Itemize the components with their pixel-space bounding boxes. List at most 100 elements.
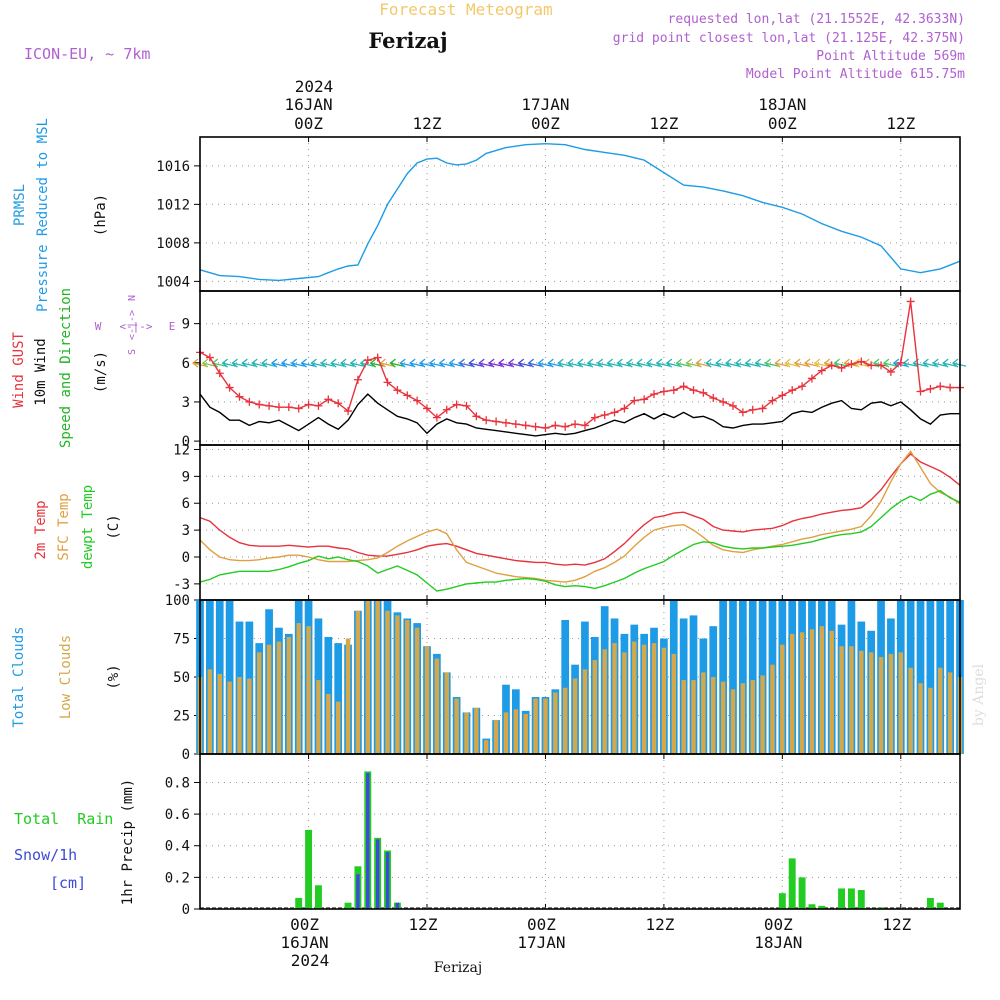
- arrow-shaft: [607, 362, 621, 367]
- cloud-unit: (%): [106, 664, 122, 689]
- pressure-labels: PRMSL Pressure Reduced to MSL (hPa): [12, 118, 109, 312]
- wind-labels: Wind GUST 10m Wind Speed and Direction (…: [11, 288, 175, 448]
- total-cloud-bar: [748, 600, 757, 754]
- wind-direction-arrow: [626, 358, 641, 368]
- cloud-labels: Total Clouds Low Clouds (%): [11, 626, 122, 727]
- gust-marker: [936, 382, 945, 391]
- total-cloud-bar: [225, 600, 234, 754]
- wind-direction-arrow: [290, 358, 305, 368]
- snow-bar: [385, 852, 390, 909]
- arrow-shaft: [400, 362, 414, 367]
- wind-direction-arrow: [655, 358, 671, 368]
- wind-direction-arrow: [675, 358, 690, 368]
- compass-we-arrow: <-|->: [119, 320, 152, 333]
- low-cloud-bar: [612, 643, 617, 754]
- arrow-head: [675, 358, 683, 368]
- gust-marker: [758, 404, 767, 413]
- wind-direction-arrow: [340, 358, 355, 368]
- temperature-frame: [199, 444, 961, 601]
- low-cloud-bar: [918, 683, 923, 754]
- arrow-head: [330, 358, 337, 368]
- gust-marker: [462, 401, 471, 410]
- series-line-10m-wind: [199, 393, 960, 437]
- gust-marker: [314, 401, 323, 410]
- wind-direction-arrow: [221, 358, 236, 368]
- rain-bar: [295, 897, 303, 909]
- wind-direction-arrow: [942, 358, 957, 368]
- wind-direction-arrow: [280, 358, 295, 368]
- gust-marker: [719, 397, 728, 406]
- arrow-shaft: [271, 362, 286, 367]
- low-cloud-bar: [523, 713, 528, 754]
- y-tick-label: 1004: [156, 274, 190, 290]
- arrow-shaft: [538, 362, 552, 367]
- low-cloud-bar: [789, 633, 795, 754]
- arrow-head: [695, 358, 702, 368]
- gust-marker: [235, 392, 244, 401]
- snow-unit: [cm]: [50, 874, 86, 892]
- wind-direction-arrow: [261, 358, 276, 368]
- gust-marker: [768, 396, 777, 405]
- wind-direction-arrow: [616, 358, 631, 368]
- wind-direction-arrow: [527, 358, 542, 368]
- gust-marker: [817, 366, 826, 375]
- gust-marker: [650, 390, 659, 399]
- arrow-shaft: [637, 362, 651, 367]
- gust-marker: [699, 388, 708, 397]
- arrow-shaft: [577, 362, 592, 367]
- arrow-head: [497, 358, 505, 368]
- arrow-shaft: [745, 362, 759, 367]
- snow-bar: [375, 839, 380, 909]
- low-cloud-bar: [326, 693, 331, 754]
- y-tick-label: 50: [173, 670, 190, 686]
- wind-direction-arrow: [488, 358, 503, 368]
- low-cloud-bar: [533, 698, 538, 754]
- low-cloud-bar: [375, 600, 380, 754]
- arrow-shaft: [301, 362, 315, 367]
- arrow-shaft: [222, 362, 236, 367]
- arrow-head: [724, 358, 732, 368]
- arrow-shaft: [488, 362, 503, 367]
- wind-direction-arrow: [389, 358, 404, 368]
- wind-direction-arrow: [606, 358, 621, 368]
- arrow-shaft: [390, 362, 404, 367]
- total-clouds-label: Total Clouds: [11, 626, 27, 727]
- arrow-shaft: [311, 362, 325, 367]
- low-cloud-bar: [651, 643, 657, 754]
- wind-direction-arrow: [695, 358, 710, 368]
- low-cloud-bar: [543, 698, 548, 754]
- low-cloud-bar: [750, 680, 755, 754]
- arrow-head: [458, 358, 465, 368]
- arrow-head: [448, 358, 456, 368]
- low-cloud-bar: [385, 610, 390, 754]
- arrow-shaft: [735, 362, 750, 367]
- gust-marker: [946, 383, 955, 392]
- arrow-head: [655, 358, 663, 368]
- arrow-head: [557, 358, 564, 368]
- wind-direction-arrow: [922, 358, 937, 368]
- total-cloud-bar: [561, 620, 570, 754]
- wind-direction-arrow: [497, 358, 513, 368]
- snow-bar: [356, 874, 360, 909]
- point-altitude: Point Altitude 569m: [816, 49, 965, 64]
- wind-dir-label: Speed and Direction: [58, 288, 74, 448]
- gust-marker: [590, 413, 599, 422]
- low-cloud-bar: [947, 672, 953, 754]
- y-tick-label: 75: [173, 632, 190, 648]
- temp-2m-label: 2m Temp: [33, 500, 49, 559]
- wind-frame: [199, 290, 961, 446]
- bottom-time-label: 00Z: [290, 915, 319, 934]
- arrow-head: [280, 358, 288, 368]
- top-date-label: 17JAN: [521, 95, 569, 114]
- gust-marker: [580, 421, 589, 430]
- low-cloud-bar: [464, 712, 469, 754]
- pressure-panel: 1004 1008 1012 1016: [156, 137, 961, 291]
- arrow-shaft: [942, 362, 957, 367]
- low-cloud-bar: [799, 632, 805, 754]
- gust-marker: [334, 399, 343, 408]
- gust-marker: [403, 391, 412, 400]
- gust-marker: [807, 374, 816, 383]
- arrow-head: [764, 358, 771, 368]
- arrow-head: [932, 358, 939, 368]
- gust-marker: [432, 413, 441, 422]
